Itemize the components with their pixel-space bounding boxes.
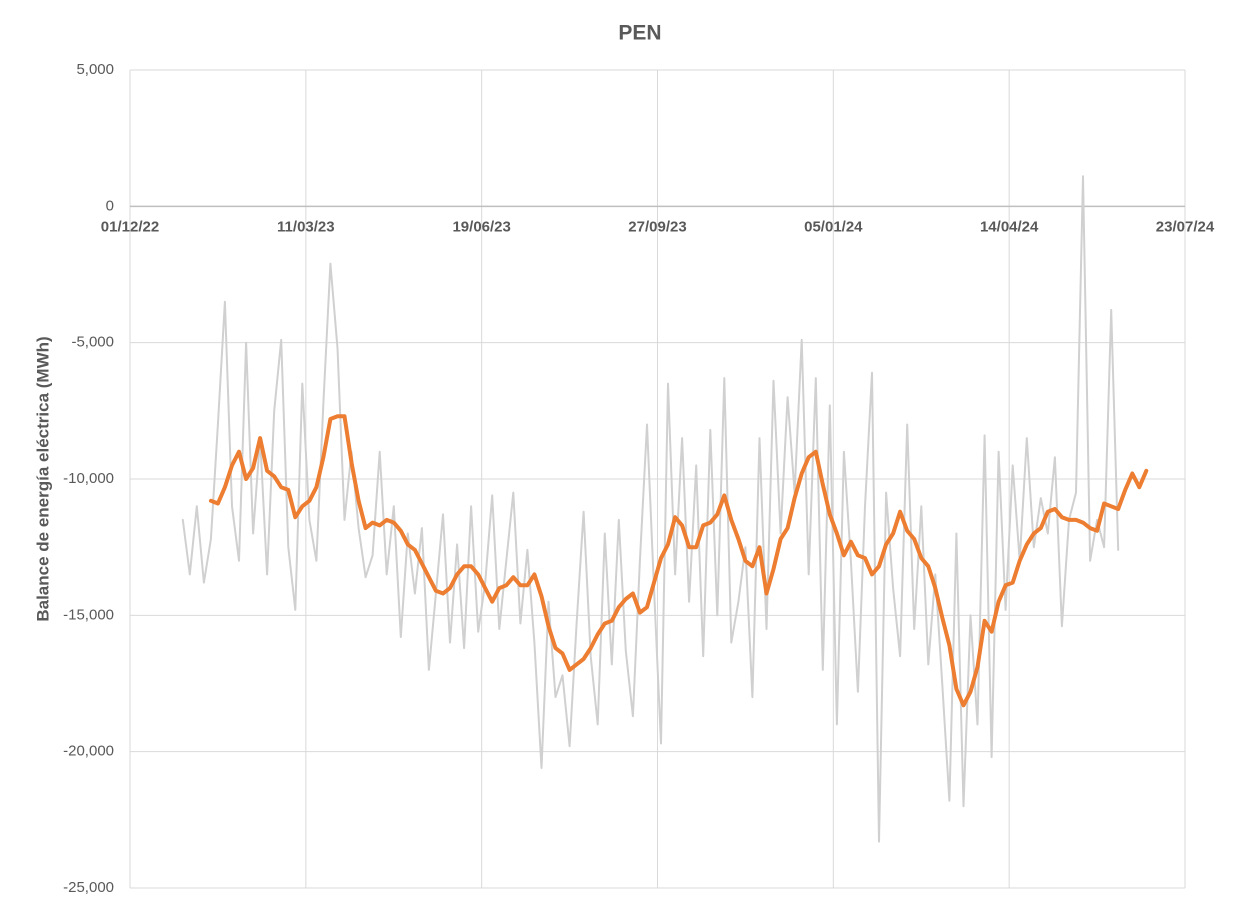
series-line [208,414,1149,708]
y-tick-label: 5,000 [76,61,114,78]
x-tick-label: 11/03/23 [277,218,335,235]
y-tick-label: -10,000 [63,470,114,487]
y-tick-label: -20,000 [63,743,114,760]
series-line [181,175,1120,843]
x-tick-label: 19/06/23 [452,218,510,235]
x-tick-label: 23/07/24 [1156,218,1215,235]
y-tick-label: -25,000 [63,879,114,896]
x-tick-label: 14/04/24 [980,218,1039,235]
x-tick-label: 05/01/24 [804,218,863,235]
y-axis-title: Balance de energía eléctrica (MWh) [33,336,52,621]
y-tick-label: -15,000 [63,606,114,623]
y-tick-label: -5,000 [71,334,114,351]
y-tick-label: 0 [106,197,114,214]
x-tick-label: 01/12/22 [101,218,159,235]
chart-title: PEN [618,22,661,45]
x-tick-label: 27/09/23 [628,218,686,235]
